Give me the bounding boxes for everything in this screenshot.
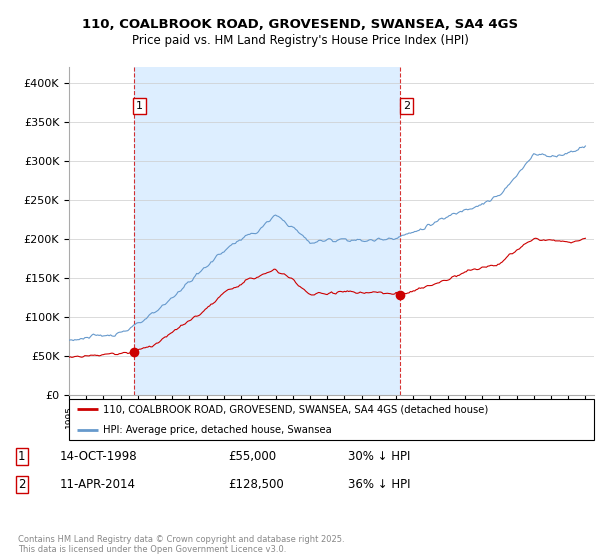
Text: £55,000: £55,000 [228,450,276,463]
Text: 1: 1 [18,450,25,463]
Text: 1: 1 [136,101,143,111]
Text: Price paid vs. HM Land Registry's House Price Index (HPI): Price paid vs. HM Land Registry's House … [131,34,469,46]
Text: 110, COALBROOK ROAD, GROVESEND, SWANSEA, SA4 4GS: 110, COALBROOK ROAD, GROVESEND, SWANSEA,… [82,18,518,31]
Text: 2: 2 [18,478,25,491]
Text: Contains HM Land Registry data © Crown copyright and database right 2025.
This d: Contains HM Land Registry data © Crown c… [18,535,344,554]
Text: 2: 2 [403,101,410,111]
Text: £128,500: £128,500 [228,478,284,491]
Bar [134,67,400,395]
Text: 110, COALBROOK ROAD, GROVESEND, SWANSEA, SA4 4GS (detached house): 110, COALBROOK ROAD, GROVESEND, SWANSEA,… [103,404,488,414]
Text: 36% ↓ HPI: 36% ↓ HPI [348,478,410,491]
Text: 30% ↓ HPI: 30% ↓ HPI [348,450,410,463]
Text: HPI: Average price, detached house, Swansea: HPI: Average price, detached house, Swan… [103,424,332,435]
Text: 11-APR-2014: 11-APR-2014 [60,478,136,491]
Text: 14-OCT-1998: 14-OCT-1998 [60,450,137,463]
